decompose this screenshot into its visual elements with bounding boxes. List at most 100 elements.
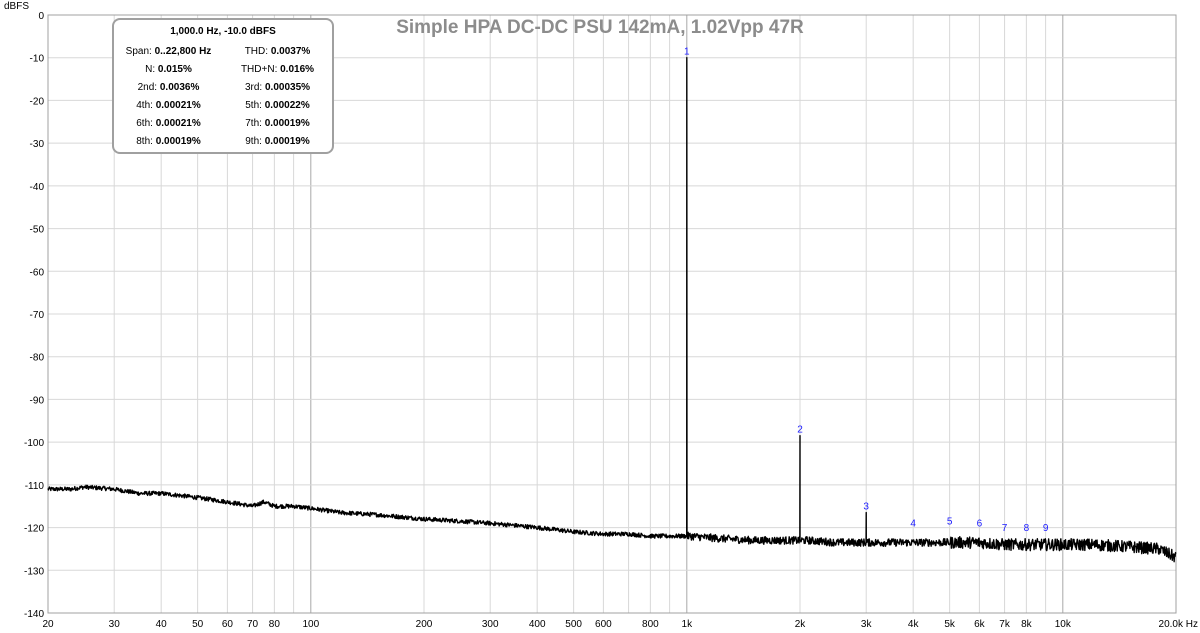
info-cell-right: THD+N: 0.016% [223, 64, 332, 75]
info-cell-right: 9th: 0.00019% [223, 136, 332, 147]
y-tick-label: -50 [30, 225, 45, 236]
info-cell-label: 3rd: [244, 81, 265, 93]
info-cell-value: 0.016% [280, 63, 315, 75]
y-tick-label: -20 [30, 96, 45, 107]
info-cell-value: 0.00021% [155, 99, 201, 111]
info-cell-label: Span: [125, 45, 155, 57]
x-tick-label: 2k [795, 619, 807, 630]
info-cell-value: 0.00019% [264, 135, 310, 147]
harmonic-marker-label: 7 [1002, 523, 1008, 534]
x-tick-label: 400 [529, 619, 546, 630]
measurement-info-box: 1,000.0 Hz, -10.0 dBFS Span: 0..22,800 H… [112, 18, 334, 154]
info-row: 6th: 0.00021% 7th: 0.00019% [114, 114, 332, 132]
info-cell-label: N: [145, 63, 158, 75]
x-tick-label: 1k [682, 619, 694, 630]
info-cell-label: 8th: [136, 135, 156, 147]
x-tick-label: 70 [247, 619, 259, 630]
info-cell-value: 0.0036% [159, 81, 200, 93]
harmonic-marker-label: 8 [1024, 523, 1030, 534]
x-tick-label: 80 [269, 619, 281, 630]
x-tick-label: 100 [302, 619, 319, 630]
y-tick-label: -80 [30, 353, 45, 364]
harmonic-marker-label: 9 [1043, 523, 1049, 534]
x-axis-ticks: 20 30 40 50 60 70 80 100 200 300 400 500 600 800 1k 2k 3… [42, 619, 1198, 630]
info-cell-left: 8th: 0.00019% [114, 136, 223, 147]
x-tick-label: 300 [482, 619, 499, 630]
y-tick-label: -110 [25, 481, 45, 492]
y-tick-label: -30 [30, 139, 45, 150]
info-cell-left: 4th: 0.00021% [114, 100, 223, 111]
y-tick-label: -10 [30, 54, 45, 65]
harmonic-marker-label: 1 [684, 47, 690, 58]
info-box-header: 1,000.0 Hz, -10.0 dBFS [170, 26, 276, 37]
y-tick-label: 0 [38, 11, 44, 22]
info-box-rows: Span: 0..22,800 Hz THD: 0.0037% N: 0.015% T… [114, 42, 332, 150]
info-cell-right: 5th: 0.00022% [223, 100, 332, 111]
y-tick-label: -40 [30, 182, 45, 193]
y-axis-ticks: 0 -10 -20 -30 -40 -50 -60 -70 -80 -90 -100 -110 -120… [24, 11, 44, 620]
info-cell-left: Span: 0..22,800 Hz [114, 46, 223, 57]
x-tick-label: 7k [999, 619, 1011, 630]
info-cell-label: 7th: [245, 117, 265, 129]
info-cell-label: THD: [244, 45, 271, 57]
info-cell-value: 0.00019% [264, 117, 310, 129]
x-tick-label: 60 [222, 619, 234, 630]
harmonic-marker-label: 2 [797, 425, 803, 436]
y-tick-label: -60 [30, 267, 45, 278]
x-tick-label: 500 [565, 619, 582, 630]
info-cell-label: 6th: [136, 117, 156, 129]
info-cell-label: 5th: [245, 99, 265, 111]
x-tick-label: 20 [42, 619, 54, 630]
info-cell-value: 0.0037% [270, 45, 311, 57]
info-cell-right: 3rd: 0.00035% [223, 82, 332, 93]
x-tick-label: 8k [1021, 619, 1033, 630]
x-tick-label: 200 [416, 619, 433, 630]
x-tick-label: 40 [156, 619, 168, 630]
info-cell-value: 0..22,800 Hz [154, 45, 212, 57]
x-tick-label: 10k [1055, 619, 1072, 630]
y-tick-label: -90 [30, 395, 45, 406]
info-cell-label: 2nd: [137, 81, 160, 93]
info-row: 4th: 0.00021% 5th: 0.00022% [114, 96, 332, 114]
harmonic-marker-label: 4 [910, 519, 916, 530]
info-cell-left: 6th: 0.00021% [114, 118, 223, 129]
info-cell-right: 7th: 0.00019% [223, 118, 332, 129]
y-tick-label: -70 [30, 310, 45, 321]
info-cell-value: 0.00019% [155, 135, 201, 147]
info-cell-left: 2nd: 0.0036% [114, 82, 223, 93]
spectrum-trace [47, 57, 1177, 563]
info-cell-label: THD+N: [240, 63, 281, 75]
x-tick-label: 50 [192, 619, 204, 630]
info-cell-right: THD: 0.0037% [223, 46, 332, 57]
info-row: 2nd: 0.0036% 3rd: 0.00035% [114, 78, 332, 96]
harmonic-markers: 1 2 3 4 5 6 7 8 9 [684, 47, 1049, 534]
x-tick-label: 3k [861, 619, 873, 630]
info-cell-value: 0.00035% [264, 81, 311, 93]
y-tick-label: -120 [24, 524, 44, 535]
harmonic-marker-label: 6 [977, 519, 983, 530]
x-tick-label: 5k [944, 619, 956, 630]
info-cell-label: 4th: [136, 99, 156, 111]
info-row: Span: 0..22,800 Hz THD: 0.0037% [114, 42, 332, 60]
y-tick-label: -140 [24, 609, 44, 620]
info-row: N: 0.015% THD+N: 0.016% [114, 60, 332, 78]
x-tick-label: 600 [595, 619, 612, 630]
info-row: 8th: 0.00019% 9th: 0.00019% [114, 132, 332, 150]
info-cell-label: 9th: [245, 135, 265, 147]
harmonic-marker-label: 5 [947, 517, 953, 528]
plot-frame [47, 14, 1177, 614]
info-cell-value: 0.00021% [155, 117, 201, 129]
harmonic-marker-label: 3 [863, 502, 869, 513]
info-cell-value: 0.00022% [264, 99, 310, 111]
x-tick-label: 20.0k Hz [1159, 619, 1198, 630]
y-tick-label: -130 [24, 566, 44, 577]
x-tick-label: 30 [109, 619, 121, 630]
info-cell-value: 0.015% [157, 63, 192, 75]
x-tick-label: 800 [642, 619, 659, 630]
y-tick-label: -100 [24, 438, 44, 449]
x-tick-label: 6k [974, 619, 986, 630]
info-cell-left: N: 0.015% [114, 64, 223, 75]
y-axis-label: dBFS [4, 1, 29, 12]
chart-title: Simple HPA DC-DC PSU 142mA, 1.02Vpp 47R [396, 17, 804, 38]
x-tick-label: 4k [908, 619, 920, 630]
